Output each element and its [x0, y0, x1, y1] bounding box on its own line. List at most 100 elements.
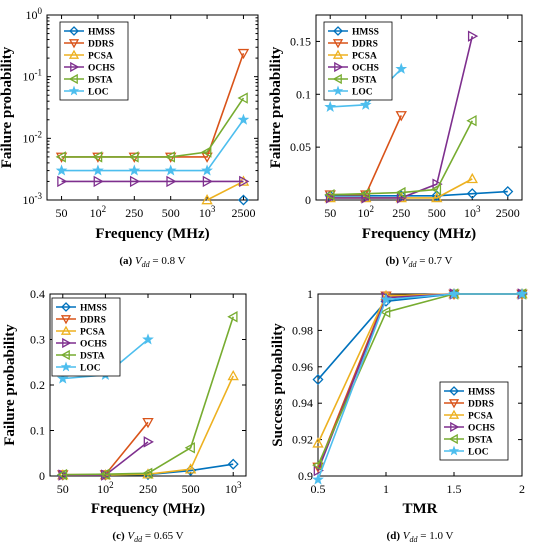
data-point: [395, 111, 407, 122]
chart-panel-3: 0.9 0.92 0.94 0.96 0.98 1 0.5 1 1.5 2 TMR Success p…: [270, 287, 528, 544]
x-axis-title: Frequency (MHz): [91, 501, 205, 517]
y-tick-label: 0.94: [292, 396, 313, 410]
data-point: [380, 306, 391, 318]
legend: HMSS DDRS PCSA OCHS DSTA LOC: [323, 21, 393, 101]
legend-marker: [61, 302, 71, 312]
y-tick-label: 0.2: [30, 378, 45, 392]
y-tick-label: 0.92: [292, 433, 313, 447]
y-tick-label: 0.05: [290, 140, 311, 154]
figure-caption: (a) Vdd = 0.8 V: [119, 255, 185, 269]
data-point: [201, 146, 212, 158]
data-point: [359, 187, 371, 200]
legend-marker: [60, 349, 70, 361]
legend-label: LOC: [80, 364, 101, 374]
y-tick-label: 0.98: [292, 323, 313, 337]
y-tick-label: 0.15: [290, 34, 311, 48]
series-dsta: [324, 115, 477, 201]
legend-marker: [68, 39, 80, 49]
data-point: [91, 151, 103, 163]
series-dsta: [55, 92, 248, 163]
series-loc: [312, 287, 528, 485]
data-point: [142, 467, 153, 479]
legend-marker: [332, 73, 342, 85]
legend-marker: [60, 325, 72, 335]
legend-box: [51, 297, 121, 377]
data-point: [466, 115, 477, 127]
series-line: [62, 375, 234, 476]
legend-label: DSTA: [468, 436, 493, 446]
legend-marker: [62, 337, 72, 349]
series-line: [62, 316, 234, 476]
data-point: [164, 164, 177, 176]
data-point: [201, 152, 213, 163]
legend-label: DSTA: [80, 352, 105, 362]
data-point: [143, 436, 154, 448]
x-tick-label: 50: [324, 206, 336, 220]
x-tick-label: 103: [464, 204, 481, 220]
x-tick-label: 500: [182, 482, 200, 496]
plot-frame: [315, 14, 523, 201]
legend-marker: [448, 409, 460, 419]
x-tick-label: 250: [139, 482, 157, 496]
data-point: [239, 175, 250, 188]
x-tick-label: 1.5: [447, 482, 462, 496]
series-dsta: [56, 311, 238, 481]
data-point: [448, 287, 460, 299]
data-point: [237, 92, 248, 104]
data-point: [516, 287, 528, 299]
data-point: [142, 333, 154, 345]
legend: HMSS DDRS PCSA OCHS DSTA LOC: [59, 21, 129, 101]
y-tick-label: 0.4: [30, 287, 45, 301]
y-tick-label: 0.1: [296, 87, 311, 101]
legend-box: [439, 381, 509, 461]
x-tick-label: 50: [57, 482, 69, 496]
legend-box: [59, 21, 129, 101]
series-line: [61, 97, 245, 158]
y-tick-label: 10-3: [23, 191, 43, 207]
legend-label: PCSA: [88, 52, 113, 62]
data-point: [467, 30, 479, 42]
legend-marker: [60, 315, 72, 325]
x-tick-label: 2500: [231, 206, 255, 220]
legend-label: DDRS: [352, 40, 378, 50]
series-line: [61, 119, 245, 172]
data-point: [184, 463, 197, 474]
series-hmss: [237, 194, 249, 206]
legend-label: HMSS: [468, 388, 495, 398]
legend-marker: [448, 399, 460, 409]
data-point: [430, 183, 442, 196]
series-ddrs: [324, 111, 407, 201]
data-point: [129, 175, 141, 188]
legend-marker: [332, 39, 344, 49]
legend-label: LOC: [352, 88, 373, 98]
series-line: [330, 115, 402, 196]
legend-marker: [60, 361, 72, 372]
legend-label: DSTA: [88, 76, 113, 86]
data-point: [359, 98, 372, 110]
data-point: [361, 192, 372, 204]
y-tick-label: 0.3: [30, 333, 45, 347]
figure-caption: (b) Vdd = 0.7 V: [386, 255, 453, 269]
data-point: [466, 172, 478, 184]
series-line: [62, 421, 149, 476]
data-point: [324, 100, 337, 112]
data-point: [312, 437, 324, 448]
legend-marker: [68, 85, 80, 96]
legend-marker: [69, 26, 79, 36]
legend-label: HMSS: [88, 28, 115, 38]
legend-marker: [450, 421, 460, 433]
series-line: [330, 190, 508, 197]
legend-label: PCSA: [80, 328, 105, 338]
figure-caption: (d) Vdd = 1.0 V: [387, 530, 454, 544]
data-point: [395, 186, 406, 199]
data-point: [57, 175, 68, 188]
data-point: [56, 468, 68, 481]
x-tick-label: 500: [428, 206, 446, 220]
y-tick-label: 0.96: [292, 360, 313, 374]
data-point: [55, 151, 66, 163]
legend-marker: [333, 26, 343, 36]
y-axis-title: Failure probability: [2, 324, 18, 446]
y-tick-label: 10-2: [23, 129, 43, 145]
data-point: [55, 164, 68, 176]
data-point: [312, 459, 323, 471]
